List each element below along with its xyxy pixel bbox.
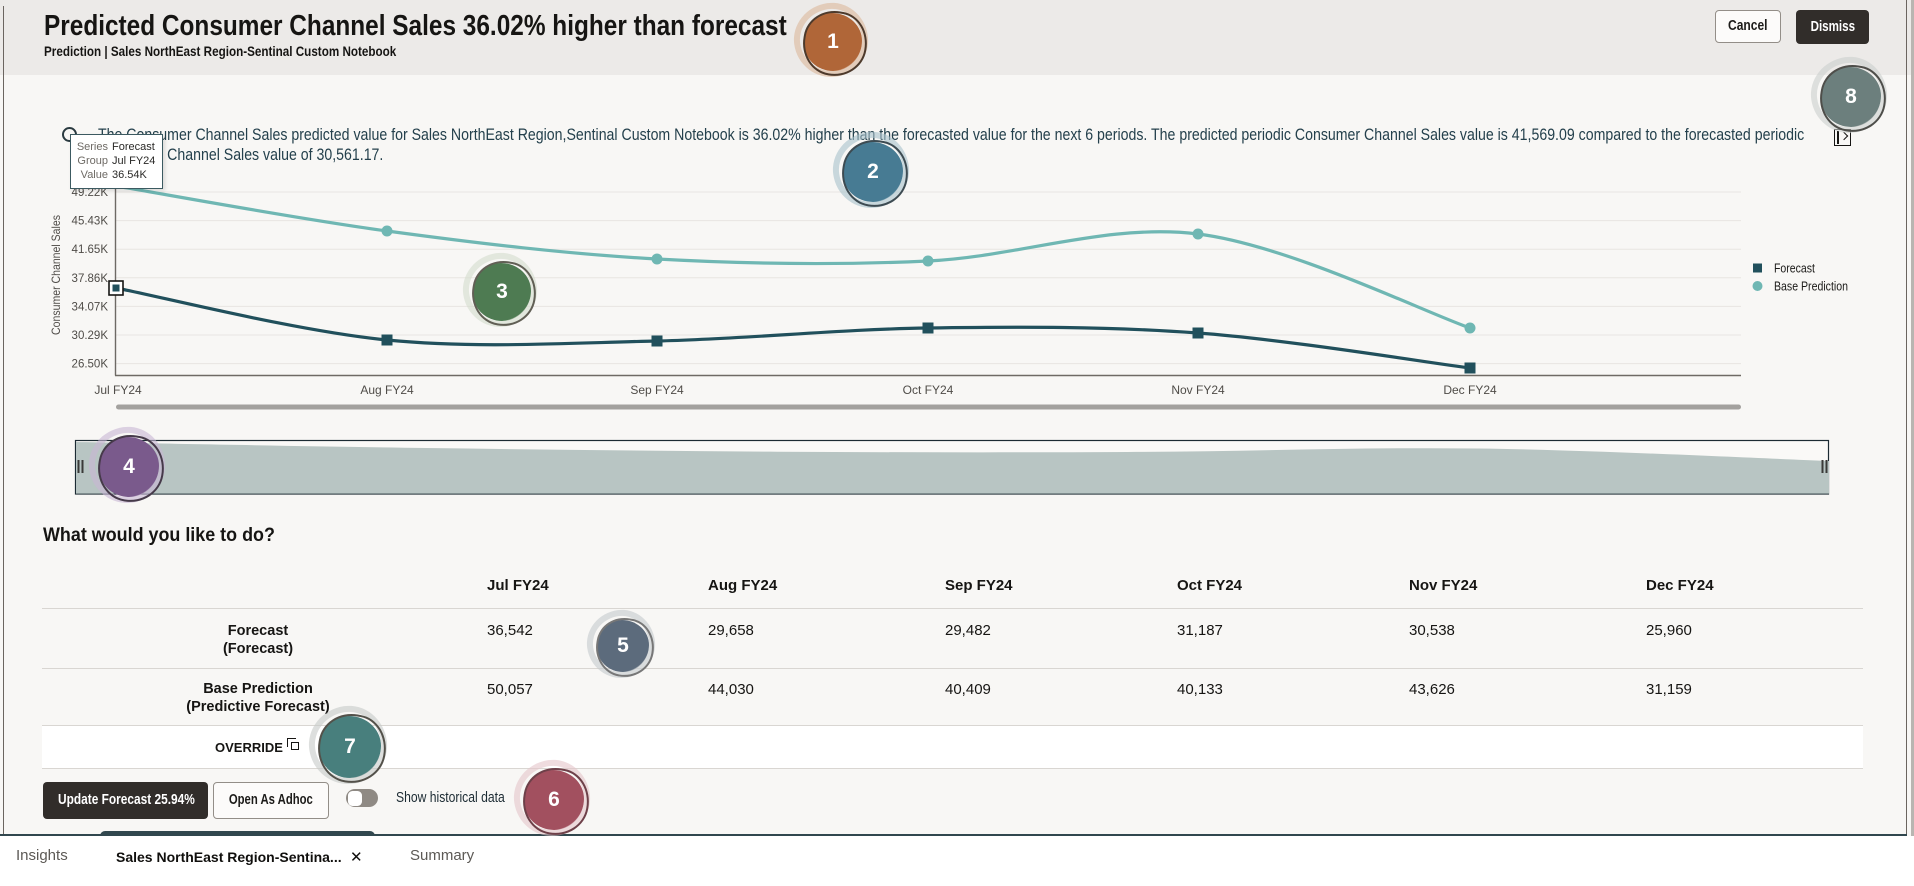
svg-text:30.29K: 30.29K [72,330,109,342]
svg-text:26.50K: 26.50K [72,359,109,371]
svg-text:Dec FY24: Dec FY24 [1443,383,1497,397]
svg-text:41.65K: 41.65K [72,244,109,256]
svg-text:49.22K: 49.22K [72,187,109,199]
svg-text:Oct FY24: Oct FY24 [903,383,954,397]
svg-text:Jul FY24: Jul FY24 [94,383,142,397]
svg-text:Aug FY24: Aug FY24 [360,383,414,397]
svg-text:Forecast: Forecast [1774,262,1815,276]
svg-text:Sep FY24: Sep FY24 [630,383,684,397]
svg-text:Nov FY24: Nov FY24 [1171,383,1225,397]
svg-text:34.07K: 34.07K [72,301,109,313]
svg-text:Base Prediction: Base Prediction [1774,280,1848,294]
svg-text:45.43K: 45.43K [72,216,109,228]
svg-text:Consumer Channel Sales: Consumer Channel Sales [49,215,63,335]
svg-text:37.86K: 37.86K [72,273,109,285]
